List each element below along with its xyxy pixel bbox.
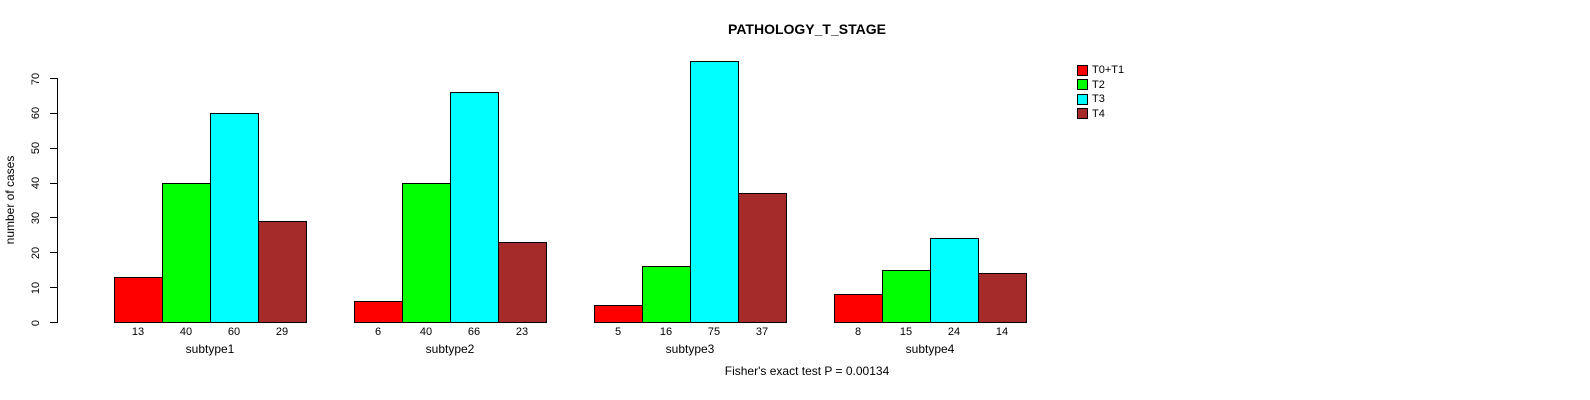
bar-value-label: 8 (854, 326, 862, 338)
bar-value-label: 16 (659, 326, 673, 338)
y-tick-mark (50, 78, 57, 79)
bar-T0+T1-subtype2 (354, 301, 403, 323)
group-label-subtype4: subtype4 (905, 342, 955, 356)
bar-T3-subtype2 (450, 92, 499, 323)
bar-T4-subtype1 (258, 221, 307, 323)
bar-T2-subtype1 (162, 183, 211, 323)
bar-value-label: 13 (131, 326, 145, 338)
bar-T0+T1-subtype4 (834, 294, 883, 323)
legend-item-T2: T2 (1077, 79, 1105, 91)
y-tick-label: 20 (30, 246, 42, 259)
legend-item-T0+T1: T0+T1 (1077, 64, 1124, 76)
y-tick-mark (50, 322, 57, 323)
bar-T0+T1-subtype3 (594, 305, 643, 323)
y-tick-mark (50, 147, 57, 149)
y-tick-mark (50, 287, 57, 289)
y-tick-mark (50, 182, 57, 184)
bar-value-label: 29 (275, 326, 289, 338)
legend-swatch-icon (1077, 64, 1088, 76)
bar-value-label: 37 (755, 326, 769, 338)
y-tick-label: 40 (30, 176, 42, 190)
legend-item-T3: T3 (1077, 93, 1105, 105)
y-axis-label: number of cases (3, 155, 17, 245)
bar-T2-subtype4 (882, 270, 931, 323)
bar-T3-subtype3 (690, 61, 739, 323)
legend-label: T3 (1092, 93, 1105, 106)
y-tick-mark (50, 217, 57, 219)
group-label-subtype2: subtype2 (425, 342, 475, 356)
bar-T2-subtype2 (402, 183, 451, 323)
bar-value-label: 5 (614, 326, 622, 338)
legend-label: T4 (1092, 107, 1105, 120)
bar-T3-subtype4 (930, 238, 979, 323)
y-tick-label: 30 (30, 211, 42, 225)
y-tick-label: 0 (30, 319, 42, 326)
legend-label: T0+T1 (1092, 64, 1125, 76)
group-label-subtype3: subtype3 (665, 342, 715, 356)
y-tick-label: 10 (30, 281, 42, 294)
bar-value-label: 66 (467, 326, 481, 338)
legend-label: T2 (1092, 78, 1105, 91)
bar-T0+T1-subtype1 (114, 277, 163, 323)
y-tick-mark (50, 112, 57, 114)
bar-value-label: 15 (899, 326, 913, 338)
bar-value-label: 24 (947, 326, 961, 338)
bar-T4-subtype3 (738, 193, 787, 323)
bar-T2-subtype3 (642, 266, 691, 323)
fisher-test-caption: Fisher's exact test P = 0.00134 (724, 364, 890, 378)
legend-swatch-icon (1077, 108, 1088, 120)
y-tick-label: 70 (30, 72, 42, 85)
chart-title: PATHOLOGY_T_STAGE (728, 21, 886, 37)
legend-swatch-icon (1077, 79, 1088, 91)
bar-value-label: 40 (179, 326, 193, 338)
bar-T4-subtype4 (978, 273, 1027, 323)
y-axis-line (57, 78, 58, 323)
legend-item-T4: T4 (1077, 108, 1105, 120)
bar-value-label: 60 (227, 326, 241, 338)
y-tick-label: 60 (30, 107, 42, 120)
y-tick-label: 50 (30, 142, 42, 155)
bar-value-label: 40 (419, 326, 433, 338)
bar-T4-subtype2 (498, 242, 547, 323)
bar-value-label: 23 (515, 326, 529, 338)
legend-swatch-icon (1077, 93, 1088, 105)
group-label-subtype1: subtype1 (185, 342, 235, 356)
bar-value-label: 75 (707, 326, 721, 338)
bar-value-label: 14 (995, 326, 1009, 338)
y-tick-mark (50, 252, 57, 254)
bar-value-label: 6 (374, 326, 382, 338)
bar-T3-subtype1 (210, 113, 259, 323)
